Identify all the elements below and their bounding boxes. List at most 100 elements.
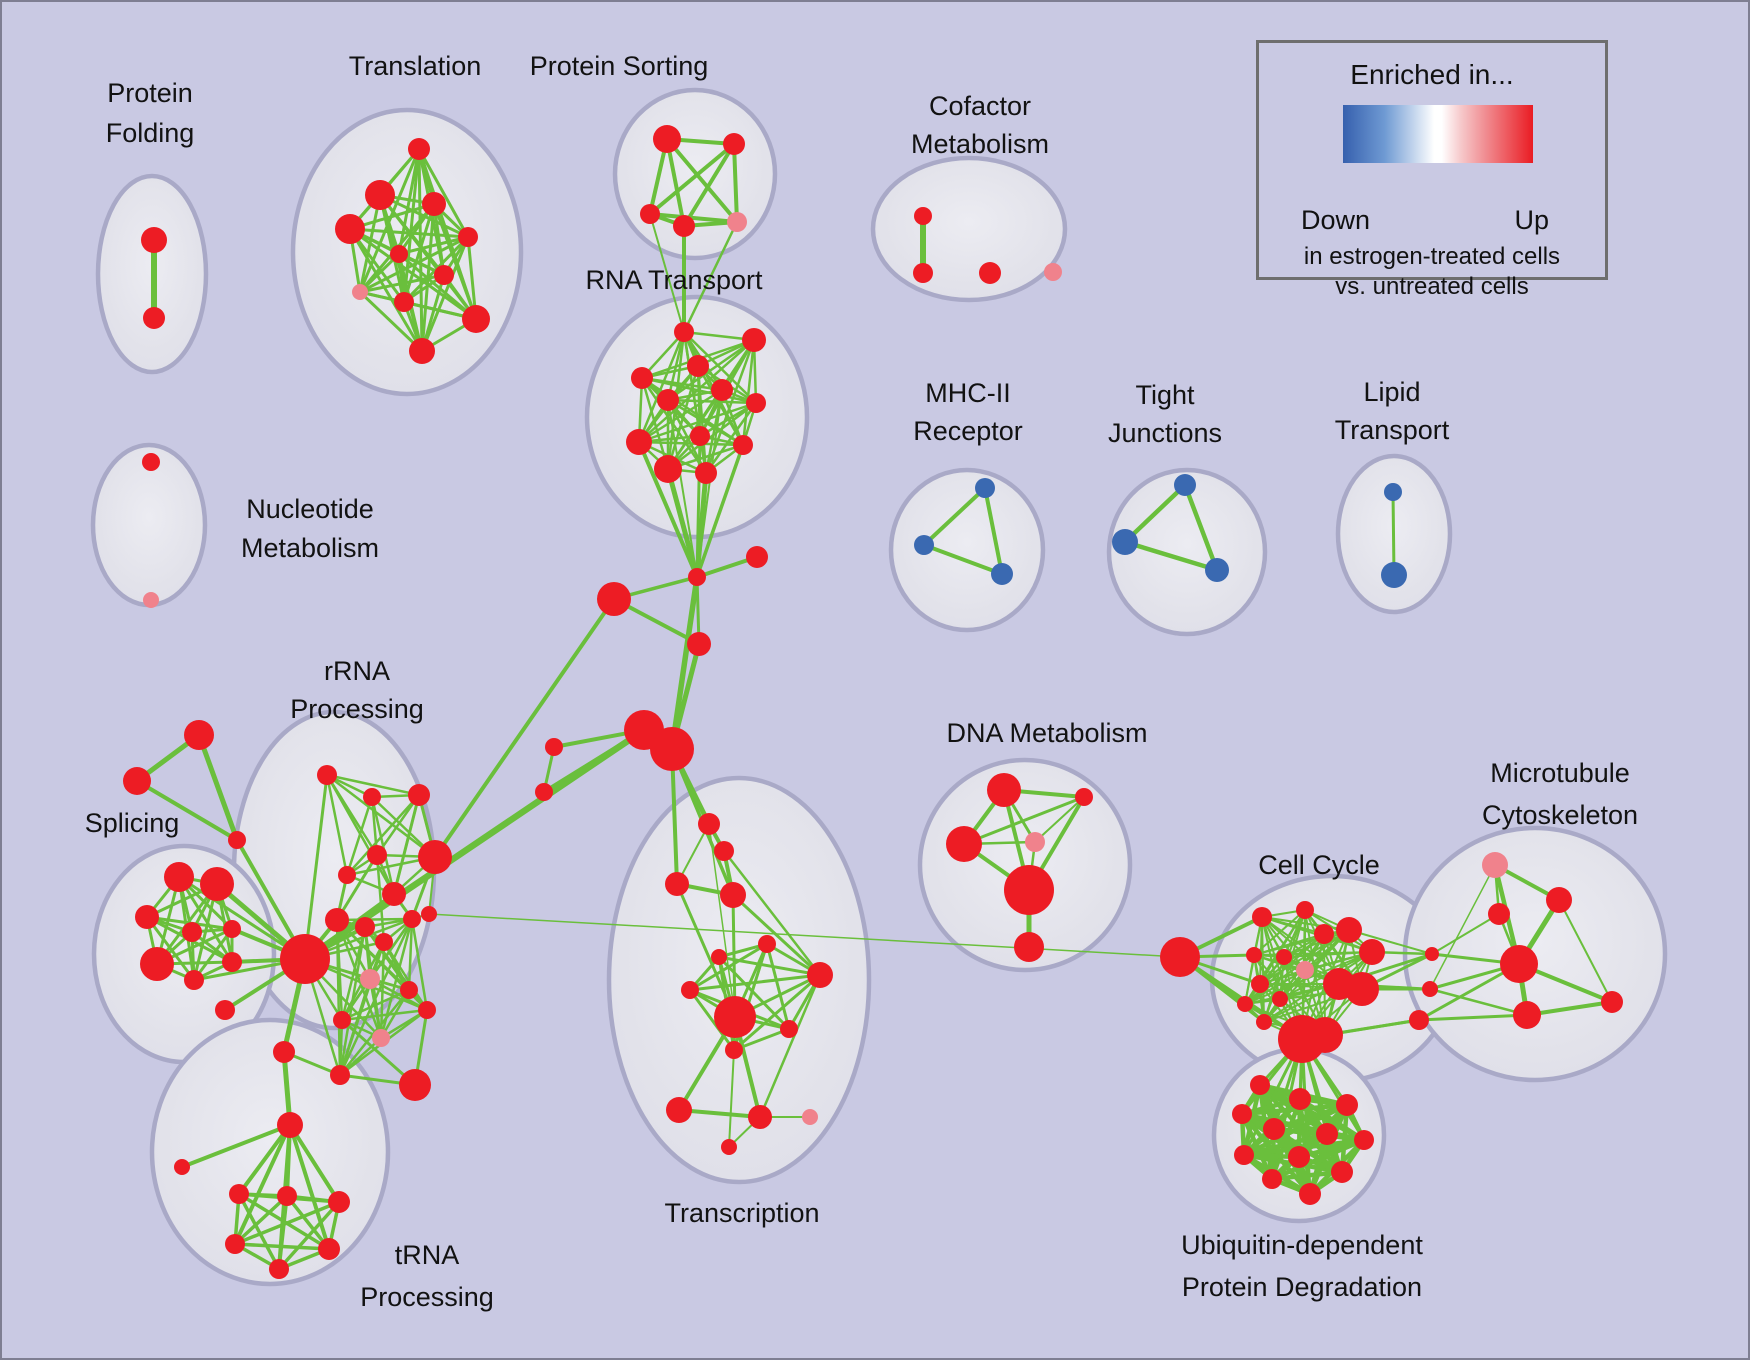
node[interactable] bbox=[1256, 1014, 1272, 1030]
node[interactable] bbox=[1296, 901, 1314, 919]
node[interactable] bbox=[780, 1020, 798, 1038]
node[interactable] bbox=[418, 1001, 436, 1019]
node[interactable] bbox=[365, 180, 395, 210]
node[interactable] bbox=[1425, 947, 1439, 961]
node[interactable] bbox=[123, 767, 151, 795]
node[interactable] bbox=[1289, 1088, 1311, 1110]
node[interactable] bbox=[222, 952, 242, 972]
node[interactable] bbox=[225, 1234, 245, 1254]
node[interactable] bbox=[1546, 887, 1572, 913]
node[interactable] bbox=[733, 435, 753, 455]
node[interactable] bbox=[200, 867, 234, 901]
node[interactable] bbox=[1262, 1169, 1282, 1189]
node[interactable] bbox=[1384, 483, 1402, 501]
node[interactable] bbox=[714, 841, 734, 861]
node[interactable] bbox=[184, 720, 214, 750]
node[interactable] bbox=[1513, 1001, 1541, 1029]
node[interactable] bbox=[1345, 972, 1379, 1006]
node[interactable] bbox=[1004, 865, 1054, 915]
node[interactable] bbox=[1263, 1118, 1285, 1140]
node[interactable] bbox=[1112, 529, 1138, 555]
node[interactable] bbox=[1409, 1010, 1429, 1030]
node[interactable] bbox=[748, 1105, 772, 1129]
node[interactable] bbox=[390, 245, 408, 263]
node[interactable] bbox=[687, 632, 711, 656]
node[interactable] bbox=[654, 455, 682, 483]
node[interactable] bbox=[727, 212, 747, 232]
node[interactable] bbox=[352, 284, 368, 300]
node[interactable] bbox=[721, 1139, 737, 1155]
node[interactable] bbox=[991, 563, 1013, 585]
node[interactable] bbox=[434, 265, 454, 285]
node[interactable] bbox=[1075, 788, 1093, 806]
node[interactable] bbox=[666, 1097, 692, 1123]
node[interactable] bbox=[317, 765, 337, 785]
node[interactable] bbox=[421, 906, 437, 922]
node[interactable] bbox=[711, 949, 727, 965]
node[interactable] bbox=[182, 922, 202, 942]
node[interactable] bbox=[1250, 1075, 1270, 1095]
node[interactable] bbox=[338, 866, 356, 884]
node[interactable] bbox=[688, 568, 706, 586]
node[interactable] bbox=[318, 1238, 340, 1260]
node[interactable] bbox=[807, 962, 833, 988]
node[interactable] bbox=[277, 1112, 303, 1138]
node[interactable] bbox=[403, 910, 421, 928]
node[interactable] bbox=[328, 1191, 350, 1213]
node[interactable] bbox=[687, 355, 709, 377]
node[interactable] bbox=[372, 1029, 390, 1047]
node[interactable] bbox=[711, 379, 733, 401]
node[interactable] bbox=[946, 826, 982, 862]
node[interactable] bbox=[164, 862, 194, 892]
node[interactable] bbox=[673, 215, 695, 237]
node[interactable] bbox=[597, 582, 631, 616]
node[interactable] bbox=[914, 207, 932, 225]
node[interactable] bbox=[223, 920, 241, 938]
node[interactable] bbox=[269, 1259, 289, 1279]
node[interactable] bbox=[1174, 474, 1196, 496]
node[interactable] bbox=[1232, 1104, 1252, 1124]
node[interactable] bbox=[742, 328, 766, 352]
node[interactable] bbox=[355, 917, 375, 937]
node[interactable] bbox=[280, 934, 330, 984]
node[interactable] bbox=[714, 996, 756, 1038]
node[interactable] bbox=[408, 784, 430, 806]
node[interactable] bbox=[1044, 263, 1062, 281]
node[interactable] bbox=[1205, 558, 1229, 582]
node[interactable] bbox=[335, 214, 365, 244]
node[interactable] bbox=[631, 367, 653, 389]
node[interactable] bbox=[1234, 1145, 1254, 1165]
node[interactable] bbox=[665, 872, 689, 896]
node[interactable] bbox=[746, 546, 768, 568]
node[interactable] bbox=[141, 227, 167, 253]
node[interactable] bbox=[720, 882, 746, 908]
node[interactable] bbox=[375, 933, 393, 951]
node[interactable] bbox=[657, 389, 679, 411]
node[interactable] bbox=[400, 981, 418, 999]
node[interactable] bbox=[653, 125, 681, 153]
node[interactable] bbox=[184, 970, 204, 990]
node[interactable] bbox=[360, 969, 380, 989]
node[interactable] bbox=[1359, 939, 1385, 965]
node[interactable] bbox=[1488, 903, 1510, 925]
node[interactable] bbox=[462, 305, 490, 333]
node[interactable] bbox=[802, 1109, 818, 1125]
node[interactable] bbox=[1601, 991, 1623, 1013]
node[interactable] bbox=[273, 1041, 295, 1063]
node[interactable] bbox=[979, 262, 1001, 284]
node[interactable] bbox=[650, 727, 694, 771]
node[interactable] bbox=[1246, 947, 1262, 963]
node[interactable] bbox=[1014, 932, 1044, 962]
node[interactable] bbox=[135, 905, 159, 929]
node[interactable] bbox=[229, 1184, 249, 1204]
node[interactable] bbox=[723, 133, 745, 155]
node[interactable] bbox=[140, 947, 174, 981]
node[interactable] bbox=[746, 393, 766, 413]
node[interactable] bbox=[367, 845, 387, 865]
node[interactable] bbox=[1336, 917, 1362, 943]
node[interactable] bbox=[640, 204, 660, 224]
node[interactable] bbox=[1025, 832, 1045, 852]
node[interactable] bbox=[914, 535, 934, 555]
node[interactable] bbox=[698, 813, 720, 835]
node[interactable] bbox=[418, 840, 452, 874]
